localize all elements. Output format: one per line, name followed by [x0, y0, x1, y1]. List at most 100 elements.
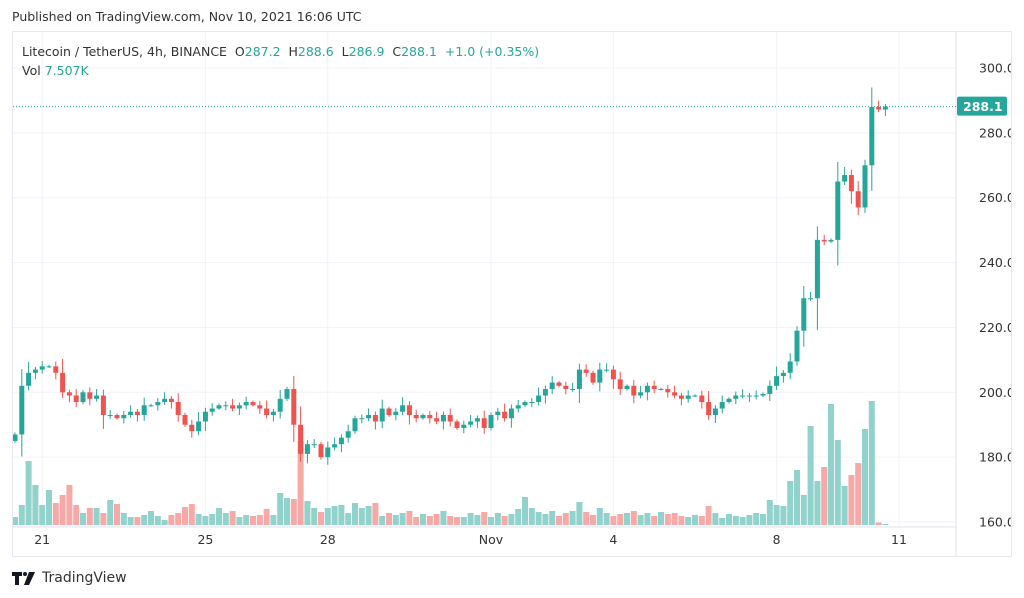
candlestick-chart[interactable]: 300.0 280.0 260.0 240.0 220.0 200.0 180.0 160.0… — [13, 32, 1011, 556]
candle-body — [672, 392, 678, 396]
volume-bar — [175, 513, 182, 525]
volume-bar — [216, 508, 222, 525]
volume-bar — [338, 505, 345, 525]
volume-bar — [93, 508, 100, 525]
volume-bar — [726, 514, 732, 525]
candle-body — [719, 402, 725, 409]
candle-body — [678, 395, 684, 399]
candle-body — [100, 395, 106, 416]
candle-body — [882, 106, 888, 110]
candle-body — [685, 395, 691, 399]
volume-bar — [800, 495, 807, 525]
volume-bar — [753, 513, 760, 525]
volume-bar — [13, 517, 18, 525]
candle-body — [869, 106, 875, 166]
candle-body — [94, 395, 100, 399]
candle-body — [828, 239, 834, 242]
price-tick-label: 180.0 — [979, 450, 1011, 465]
volume-bar — [556, 516, 562, 525]
candle-body — [515, 405, 521, 409]
volume-bar — [576, 502, 583, 525]
volume-bar — [630, 511, 637, 525]
candle-body — [298, 424, 304, 454]
volume-bar — [644, 513, 651, 525]
volume-bar — [86, 508, 93, 525]
volume-bar — [875, 522, 882, 525]
volume-bar — [229, 511, 236, 525]
volume-bar — [243, 515, 250, 525]
volume-bar — [107, 500, 114, 525]
candle-body — [665, 389, 671, 393]
symbol-title[interactable]: Litecoin / TetherUS, 4h, BINANCE — [22, 44, 227, 59]
candle-body — [848, 175, 854, 192]
candle-body — [114, 415, 120, 419]
candle-body — [19, 385, 25, 435]
candle-body — [712, 408, 718, 416]
candle-body — [13, 434, 18, 441]
volume-bar — [399, 513, 406, 525]
volume-bar — [297, 441, 304, 525]
volume-bar — [127, 517, 134, 525]
candle-body — [733, 395, 739, 399]
volume-bar — [100, 513, 107, 525]
candle-body — [202, 411, 208, 422]
volume-bar — [250, 516, 256, 525]
candle-body — [454, 421, 460, 428]
volume-bar — [603, 513, 610, 525]
volume-bar — [807, 426, 814, 525]
candle-body — [400, 405, 406, 412]
volume-bar — [828, 404, 834, 525]
chart-frame[interactable]: 300.0 280.0 260.0 240.0 220.0 200.0 180.0 160.0… — [12, 31, 1012, 557]
candle-body — [746, 395, 752, 397]
price-tick-label: 260.0 — [979, 190, 1011, 205]
volume-bar — [848, 475, 855, 525]
candle-body — [740, 395, 746, 397]
candle-body — [760, 393, 766, 396]
candle-body — [726, 398, 732, 403]
tradingview-logo-icon — [12, 571, 35, 585]
candle-body — [393, 411, 399, 416]
volume-bar — [73, 505, 80, 525]
volume-bar — [862, 429, 868, 525]
volume-bar — [780, 506, 787, 525]
candle-body — [257, 405, 263, 409]
volume-bar — [358, 508, 365, 525]
time-tick-label: Nov — [479, 532, 504, 547]
candle-body — [311, 444, 317, 446]
candle-body — [345, 431, 351, 438]
candle-body — [502, 411, 508, 419]
volume-bar — [746, 515, 753, 525]
candle-body — [26, 372, 32, 386]
volume-bar — [787, 481, 794, 525]
volume-bar — [304, 501, 311, 525]
candle-body — [780, 372, 786, 377]
volume-bar — [692, 515, 698, 525]
candle-body — [876, 106, 882, 110]
volume-bar — [447, 516, 454, 525]
tradingview-logo[interactable]: TradingView — [12, 570, 127, 586]
time-tick-label: 21 — [34, 532, 50, 547]
volume-bar — [719, 518, 726, 525]
volume-bar — [209, 514, 216, 525]
volume-bar — [386, 513, 392, 525]
candle-body — [440, 415, 446, 422]
volume-bar — [522, 497, 528, 525]
volume-bar — [168, 515, 175, 525]
candle-body — [175, 402, 181, 416]
volume-bar — [413, 517, 420, 525]
candle-body — [277, 398, 283, 412]
candle-body — [39, 366, 45, 370]
volume-bar — [148, 511, 154, 525]
candle-body — [474, 418, 480, 422]
candle-body — [182, 415, 188, 425]
candle-body — [624, 385, 630, 390]
volume-bar — [773, 505, 780, 525]
candle-body — [753, 395, 759, 397]
candle-body — [549, 382, 555, 390]
volume-bar — [535, 512, 542, 525]
candle-body — [107, 415, 113, 417]
low-label: L — [341, 44, 349, 59]
volume-bar — [868, 401, 875, 525]
axes: 300.0 280.0 260.0 240.0 220.0 200.0 180.0 160.0… — [13, 32, 1011, 556]
volume-bar — [624, 513, 630, 525]
